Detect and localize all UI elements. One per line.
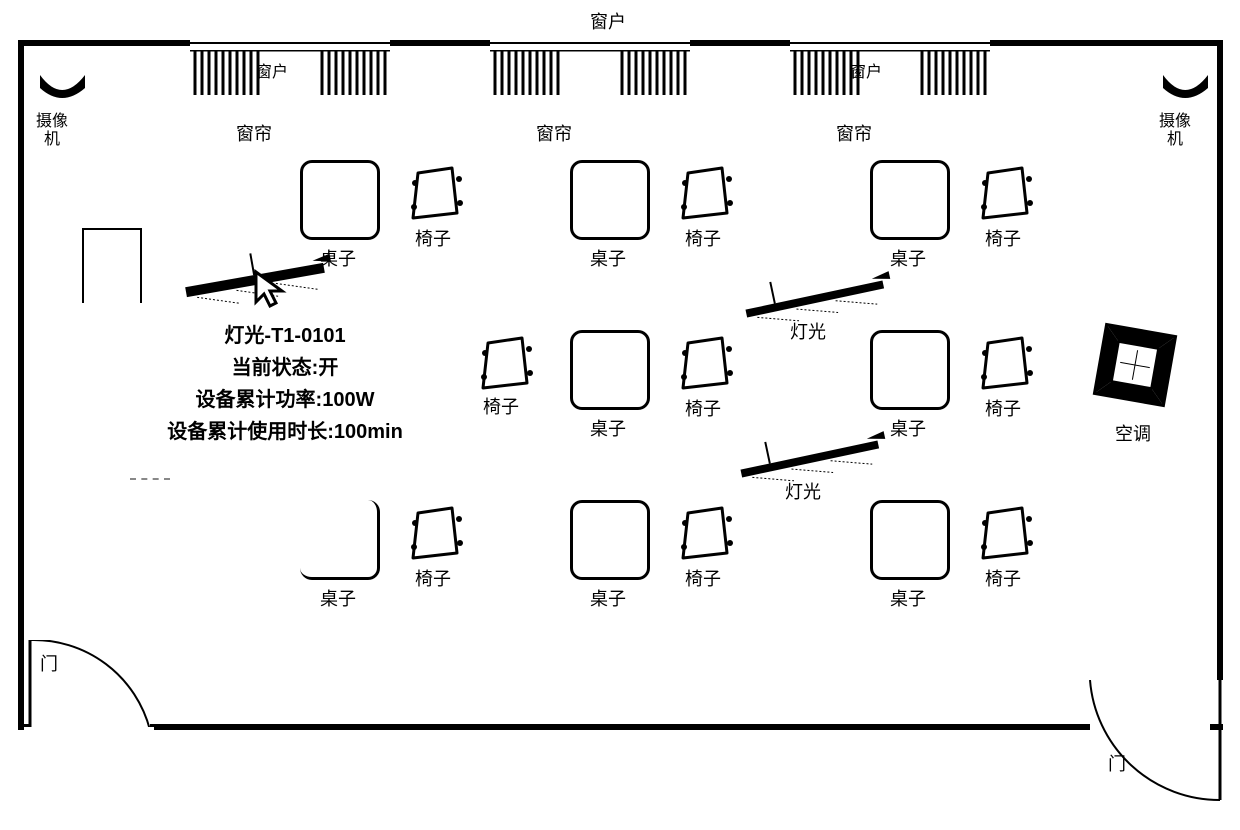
chair-label: 椅子 [483,393,519,419]
camera-right-label: 摄像机 [1155,113,1195,148]
info-line-1: 灯光-T1-0101 [130,320,440,352]
curtain-label-1: 窗帘 [236,120,272,146]
desk-label: 桌子 [590,415,626,441]
chair-icon [975,335,1035,395]
curtain-2 [490,50,690,105]
info-line-2: 当前状态:开 [130,352,440,384]
chair-icon [405,505,465,565]
desk-icon [300,500,380,580]
desk-label: 桌子 [890,245,926,271]
ac-label: 空调 [1115,420,1151,446]
curtain-1 [190,50,390,105]
chair-icon [675,335,735,395]
light-label-2: 灯光 [790,318,826,344]
curtain-label-2: 窗帘 [536,120,572,146]
desk-label: 桌子 [590,585,626,611]
chair-icon [675,505,735,565]
desk-icon [570,500,650,580]
desk-icon [570,330,650,410]
curtain-3 [790,50,990,105]
chair-label: 椅子 [415,225,451,251]
camera-left-label: 摄像机 [32,113,72,148]
chair-icon [975,505,1035,565]
chair-icon [405,165,465,225]
camera-right-icon[interactable] [1158,70,1213,105]
cursor-icon [250,268,290,308]
desk-icon [300,160,380,240]
desk-label: 桌子 [890,415,926,441]
decoration [130,478,170,481]
door-right-label: 门 [1108,750,1126,776]
desk-icon [570,160,650,240]
chair-icon [475,335,535,395]
desk-icon [870,500,950,580]
desk-label: 桌子 [320,585,356,611]
desk-icon [870,160,950,240]
chair-label: 椅子 [415,565,451,591]
device-info-tooltip: 灯光-T1-0101 当前状态:开 设备累计功率:100W 设备累计使用时长:1… [130,320,440,448]
chair-label: 椅子 [685,225,721,251]
desk-icon [870,330,950,410]
desk-label: 桌子 [590,245,626,271]
desk-label: 桌子 [890,585,926,611]
chair-label: 椅子 [985,565,1021,591]
inner-structure [82,228,142,303]
curtain-label-3: 窗帘 [836,120,872,146]
chair-label: 椅子 [985,225,1021,251]
chair-label: 椅子 [685,395,721,421]
ac-icon[interactable] [1085,315,1185,415]
chair-label: 椅子 [985,395,1021,421]
door-left-label: 门 [40,650,58,676]
info-line-4: 设备累计使用时长:100min [130,416,440,448]
chair-icon [675,165,735,225]
camera-left-icon[interactable] [35,70,90,105]
chair-label: 椅子 [685,565,721,591]
info-line-3: 设备累计功率:100W [130,384,440,416]
light-label-3: 灯光 [785,478,821,504]
chair-icon [975,165,1035,225]
